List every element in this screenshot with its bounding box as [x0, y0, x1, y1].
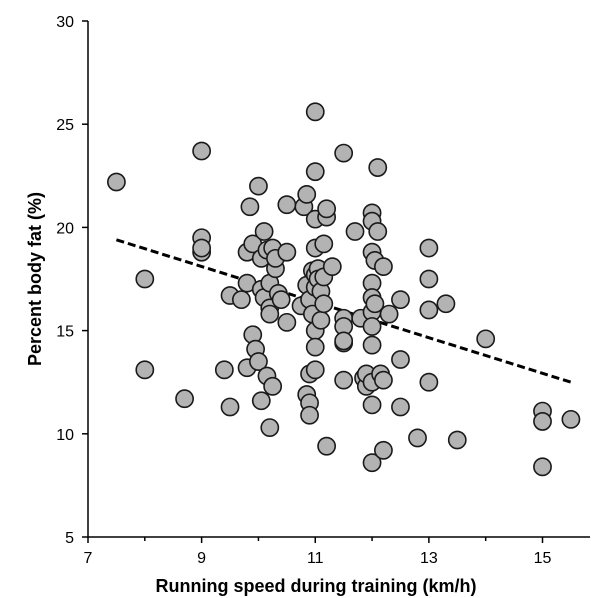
- data-point: [135, 269, 155, 289]
- data-point: [192, 238, 212, 258]
- data-point: [419, 372, 439, 392]
- data-point: [254, 222, 274, 241]
- trendline: [115, 238, 572, 384]
- data-point: [311, 310, 331, 330]
- data-point: [447, 430, 467, 450]
- data-point: [249, 352, 268, 371]
- data-point: [362, 335, 382, 355]
- x-tick-label: 15: [534, 550, 552, 567]
- data-points: [107, 102, 581, 477]
- data-point: [362, 317, 382, 336]
- x-tick-label: 11: [307, 550, 324, 567]
- data-point: [533, 457, 552, 477]
- data-point: [379, 304, 399, 324]
- data-point: [334, 370, 354, 390]
- ticks: 5 10 15 20 25 30 7 9 11 13 15: [56, 14, 552, 567]
- data-point: [314, 234, 334, 254]
- data-point: [436, 294, 456, 314]
- data-point: [391, 350, 410, 369]
- x-axis-title: Running speed during training (km/h): [156, 576, 477, 596]
- data-point: [368, 222, 388, 241]
- axes: [87, 21, 590, 538]
- data-point: [240, 197, 260, 217]
- data-point: [362, 453, 382, 473]
- data-point: [260, 418, 280, 438]
- data-point: [107, 172, 126, 192]
- data-point: [561, 409, 581, 429]
- data-point: [214, 360, 234, 380]
- data-point: [249, 176, 268, 196]
- data-point: [419, 269, 439, 289]
- data-point: [374, 440, 393, 460]
- data-point: [476, 329, 496, 349]
- data-point: [300, 405, 319, 425]
- x-tick-label: 7: [84, 550, 93, 567]
- data-point: [277, 312, 297, 332]
- data-point: [260, 304, 280, 324]
- y-tick-label: 15: [56, 324, 74, 341]
- data-point: [297, 184, 317, 204]
- data-point: [317, 436, 337, 456]
- data-point: [322, 257, 342, 277]
- data-point: [334, 331, 354, 351]
- data-point: [192, 141, 212, 161]
- data-point: [317, 199, 337, 219]
- data-point: [391, 397, 410, 417]
- data-point: [368, 158, 388, 177]
- data-point: [305, 360, 325, 380]
- data-point: [419, 300, 439, 320]
- data-point: [345, 222, 365, 241]
- data-point: [419, 238, 439, 258]
- data-point: [391, 290, 410, 310]
- y-tick-label: 5: [65, 530, 74, 547]
- data-point: [362, 395, 382, 415]
- data-point: [135, 360, 155, 380]
- data-point: [305, 337, 325, 357]
- data-point: [374, 370, 393, 390]
- data-point: [271, 290, 291, 310]
- data-point: [251, 391, 271, 411]
- data-point: [175, 389, 194, 409]
- data-point: [365, 294, 385, 314]
- y-tick-label: 30: [56, 14, 74, 31]
- data-point: [277, 242, 297, 262]
- data-point: [263, 376, 283, 396]
- data-point: [231, 290, 251, 310]
- y-axis-title: Percent body fat (%): [25, 192, 45, 366]
- data-point: [533, 412, 552, 431]
- trendline-group: [115, 238, 572, 384]
- data-point: [408, 428, 427, 448]
- y-tick-label: 25: [56, 117, 74, 134]
- x-tick-label: 13: [420, 550, 438, 567]
- data-point: [305, 162, 325, 182]
- data-point: [374, 257, 393, 277]
- x-tick-label: 9: [197, 550, 206, 567]
- y-tick-label: 10: [56, 427, 74, 444]
- y-tick-label: 20: [56, 220, 74, 237]
- data-point: [305, 102, 325, 122]
- data-point: [277, 195, 297, 215]
- data-point: [314, 294, 334, 314]
- data-point: [334, 143, 354, 163]
- data-point: [220, 397, 240, 417]
